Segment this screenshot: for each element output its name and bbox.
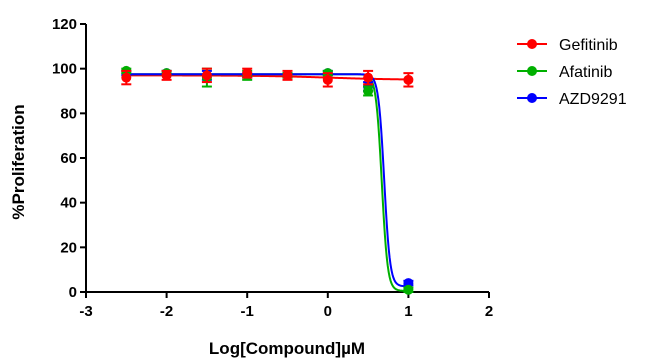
y-tick-label: 60 <box>60 150 77 167</box>
x-tick-label: 0 <box>324 303 332 320</box>
legend: Gefitinib Afatinib AZD9291 <box>517 37 627 108</box>
legend-label-afatinib: Afatinib <box>559 64 612 81</box>
legend-marker-azd9291 <box>527 93 537 103</box>
legend-label-gefitinib: Gefitinib <box>559 37 618 54</box>
data-point-afatinib <box>363 86 374 96</box>
data-point-afatinib <box>403 284 414 295</box>
y-tick-label: 120 <box>52 16 77 33</box>
x-tick-label: 2 <box>485 303 493 320</box>
x-axis-title: Log[Compound]µM <box>209 339 365 358</box>
legend-marker-afatinib <box>527 66 537 76</box>
data-point-gefitinib <box>403 74 414 85</box>
y-tick-label: 80 <box>60 105 77 122</box>
data-points <box>121 65 414 295</box>
fit-curve-afatinib <box>126 73 409 292</box>
fit-curves <box>126 73 409 292</box>
x-tick-label: -1 <box>241 303 254 320</box>
y-tick-label: 100 <box>52 61 77 78</box>
x-tick-label: 1 <box>404 303 412 320</box>
fit-curve-gefitinib <box>126 74 409 81</box>
fit-curve-azd9291 <box>126 73 409 288</box>
data-point-gefitinib <box>322 74 333 85</box>
data-point-gefitinib <box>363 72 374 83</box>
y-tick-label: 40 <box>60 195 77 212</box>
data-point-gefitinib <box>282 70 293 81</box>
legend-label-azd9291: AZD9291 <box>559 91 627 108</box>
y-tick-label: 0 <box>69 284 77 301</box>
data-point-gefitinib <box>161 70 172 81</box>
data-point-gefitinib <box>201 70 212 81</box>
x-tick-label: -3 <box>79 303 92 320</box>
data-point-gefitinib <box>242 68 253 79</box>
legend-marker-gefitinib <box>527 39 537 49</box>
data-point-gefitinib <box>121 72 132 83</box>
y-axis-title: %Proliferation <box>9 104 28 219</box>
x-tick-label: -2 <box>160 303 173 320</box>
axes: 0 20 40 60 80 100 120 -3 -2 -1 0 1 2 <box>52 16 493 320</box>
y-tick-label: 20 <box>60 239 77 256</box>
